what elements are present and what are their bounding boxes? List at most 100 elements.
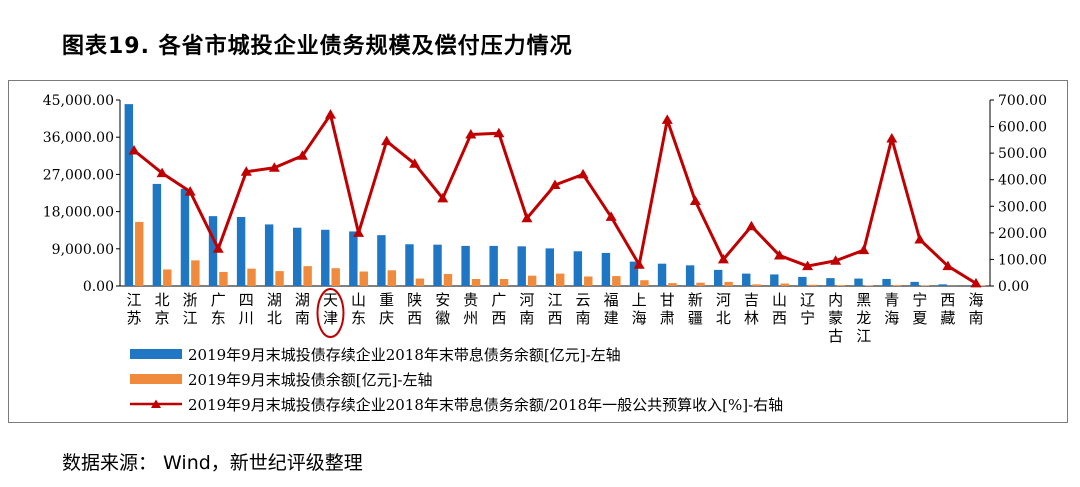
- bar-bond-balance: [836, 285, 846, 286]
- category-label: 藏: [940, 309, 955, 327]
- bar-bond-balance: [752, 284, 761, 286]
- bar-bond-balance: [527, 275, 537, 286]
- bar-bond-balance: [163, 269, 172, 286]
- category-label: 宁: [912, 291, 927, 309]
- source-note: 数据来源： Wind，新世纪评级整理: [62, 452, 363, 474]
- ratio-marker: [128, 144, 140, 155]
- legend-swatch-orange: [130, 374, 182, 384]
- category-label: 北: [155, 291, 170, 309]
- bar-bond-balance: [892, 285, 902, 286]
- bar-debt-balance: [377, 235, 386, 286]
- ratio-marker: [156, 167, 168, 178]
- category-label: 海: [884, 309, 899, 327]
- bar-bond-balance: [191, 260, 200, 286]
- bar-bond-balance: [780, 283, 789, 286]
- ratio-marker: [717, 253, 729, 264]
- left-tick-label: 0.00: [83, 279, 114, 295]
- bar-debt-balance: [685, 265, 695, 286]
- ratio-marker: [970, 277, 982, 288]
- left-tick-label: 36,000.00: [43, 130, 114, 146]
- category-label: 西: [407, 309, 422, 327]
- category-label: 龙: [856, 309, 871, 327]
- bar-debt-balance: [938, 284, 947, 286]
- ratio-marker: [409, 158, 421, 168]
- right-tick-label: 400.00: [998, 173, 1047, 189]
- legend-label-bond-balance: 2019年9月末城投债余额[亿元]-左轴: [188, 370, 433, 389]
- bar-bond-balance: [415, 278, 425, 286]
- category-label: 重: [379, 291, 394, 309]
- bar-debt-balance: [208, 216, 218, 286]
- bar-debt-balance: [264, 224, 274, 286]
- bar-bond-balance: [219, 271, 228, 286]
- bar-debt-balance: [826, 278, 835, 286]
- legend-item-debt-balance: 2019年9月末城投债存续企业2018年末带息债务余额[亿元]-左轴: [130, 344, 621, 364]
- bar-debt-balance: [713, 269, 723, 286]
- category-label: 广: [491, 291, 506, 309]
- legend-label-debt-balance: 2019年9月末城投债存续企业2018年末带息债务余额[亿元]-左轴: [188, 345, 621, 364]
- category-label: 北: [267, 309, 282, 327]
- category-label: 南: [295, 309, 310, 327]
- category-label: 江: [183, 309, 198, 327]
- bar-debt-balance: [798, 276, 807, 286]
- bar-bond-balance: [303, 266, 312, 286]
- category-label: 江: [856, 327, 871, 345]
- category-label: 青: [884, 291, 899, 309]
- ratio-marker: [661, 114, 673, 124]
- bar-bond-balance: [275, 271, 284, 286]
- left-tick-label: 9,000.00: [52, 242, 114, 258]
- bar-debt-balance: [882, 278, 891, 286]
- bar-bond-balance: [584, 276, 593, 286]
- category-label: 福: [604, 291, 619, 309]
- category-label: 湖: [267, 291, 282, 309]
- bar-bond-balance: [331, 268, 340, 286]
- bar-debt-balance: [461, 245, 470, 286]
- category-label: 海: [632, 309, 647, 327]
- bar-debt-balance: [489, 245, 498, 286]
- category-label: 广: [211, 291, 226, 309]
- highlight-circle: [316, 288, 345, 338]
- ratio-marker: [381, 135, 393, 146]
- bar-debt-balance: [770, 274, 779, 286]
- bar-bond-balance: [359, 271, 368, 286]
- ratio-marker: [268, 162, 280, 172]
- bar-bond-balance: [808, 284, 817, 286]
- category-label: 安: [435, 291, 450, 309]
- ratio-marker: [184, 186, 196, 196]
- category-label: 江: [547, 291, 562, 309]
- category-label: 北: [716, 309, 731, 327]
- category-label: 庆: [379, 309, 394, 327]
- category-label: 湖: [295, 291, 310, 309]
- left-tick-label: 27,000.00: [43, 167, 114, 183]
- ratio-marker: [942, 260, 954, 271]
- ratio-marker: [774, 249, 786, 260]
- category-label: 浙: [183, 291, 198, 309]
- ratio-marker: [605, 211, 617, 221]
- ratio-marker: [802, 260, 814, 271]
- category-label: 东: [351, 309, 366, 327]
- bar-bond-balance: [247, 268, 256, 286]
- category-label: 夏: [912, 309, 927, 327]
- bar-bond-balance: [499, 278, 509, 286]
- category-label: 苏: [127, 309, 142, 327]
- ratio-marker: [296, 150, 308, 160]
- right-tick-label: 200.00: [998, 226, 1047, 242]
- ratio-marker: [745, 220, 757, 231]
- category-label: 河: [716, 291, 731, 309]
- category-label: 疆: [688, 309, 703, 327]
- bar-debt-balance: [742, 273, 751, 286]
- bar-bond-balance: [471, 278, 481, 286]
- bar-bond-balance: [696, 282, 705, 286]
- category-label: 云: [576, 291, 591, 309]
- bar-debt-balance: [629, 261, 639, 286]
- ratio-marker: [689, 195, 701, 205]
- category-label: 蒙: [828, 309, 843, 327]
- ratio-marker: [353, 227, 365, 237]
- ratio-marker: [521, 212, 533, 223]
- bar-debt-balance: [152, 183, 162, 286]
- category-label: 津: [323, 309, 338, 327]
- ratio-line: [133, 113, 977, 285]
- legend-swatch-red-line: [130, 399, 182, 409]
- category-label: 上: [632, 291, 647, 309]
- category-label: 南: [519, 309, 534, 327]
- left-tick-label: 18,000.00: [43, 205, 114, 221]
